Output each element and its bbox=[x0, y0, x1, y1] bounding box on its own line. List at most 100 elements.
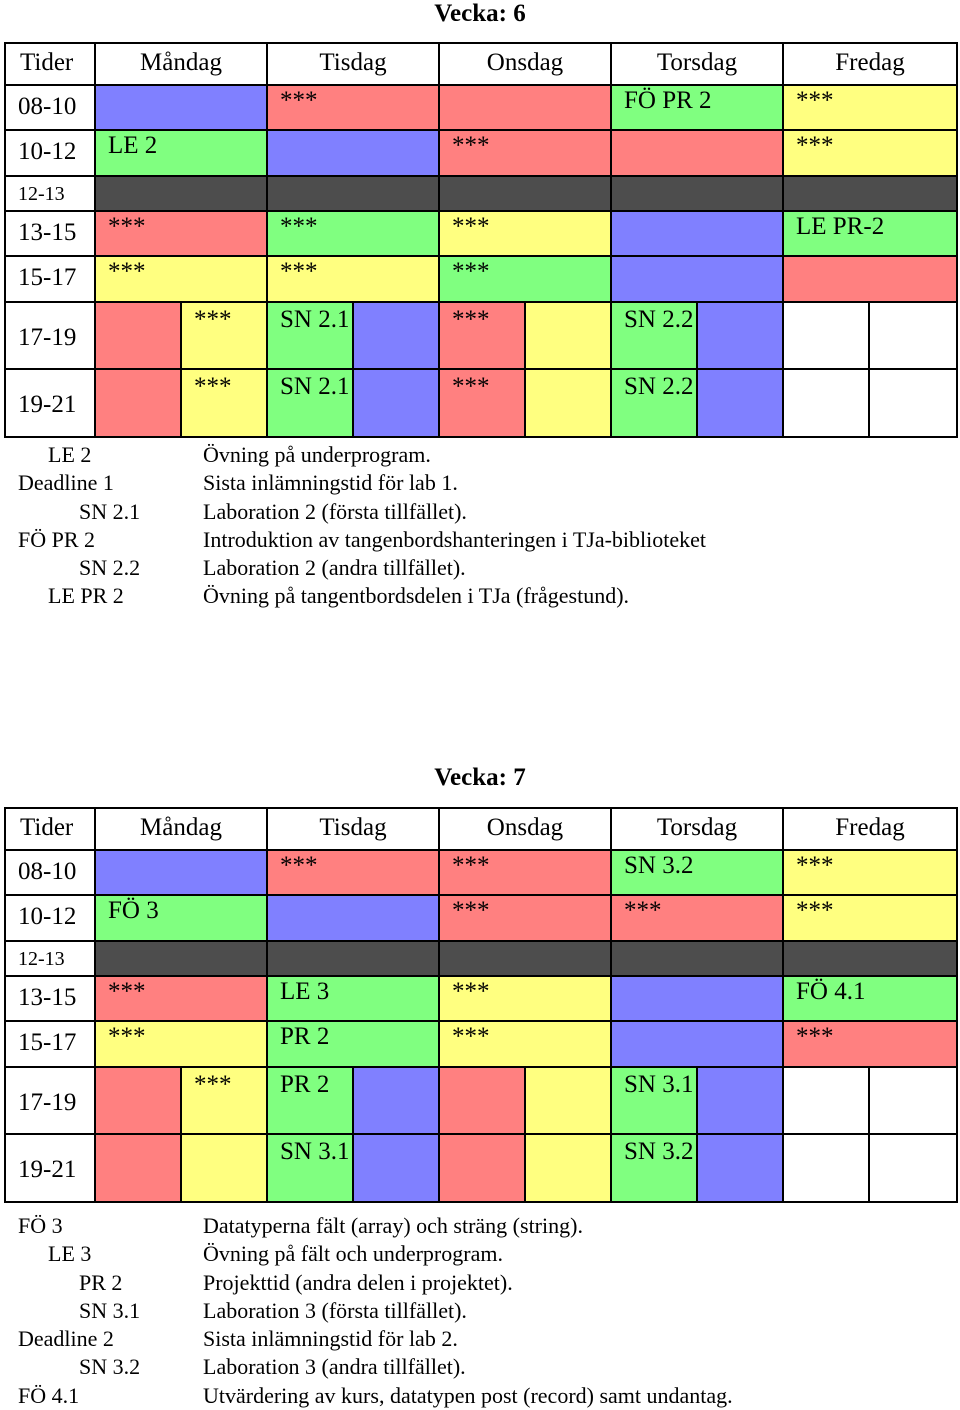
legend-description: Övning på fält och underprogram. bbox=[203, 1241, 503, 1267]
slot-wed-15-17: *** bbox=[438, 255, 612, 303]
header-torsdag: Torsdag bbox=[610, 807, 784, 851]
time-19-21: 19-21 bbox=[4, 1133, 96, 1203]
time-08-10: 08-10 bbox=[4, 84, 96, 131]
slot-tue-15-17: PR 2 bbox=[266, 1020, 440, 1068]
legend-code: FÖ 3 bbox=[18, 1213, 63, 1238]
legend-item: LE 3 Övning på fält och underprogram. bbox=[0, 1240, 960, 1268]
slot-mon-15-17: *** bbox=[94, 255, 268, 303]
slot-fri-13-15: LE PR-2 bbox=[782, 210, 958, 257]
slot-wed-13-15: *** bbox=[438, 975, 612, 1022]
lunch-break-fri bbox=[782, 175, 958, 212]
slot-wed-b-19-21 bbox=[524, 368, 612, 438]
legend-description: Övning på tangentbordsdelen i TJa (fråge… bbox=[203, 583, 630, 609]
slot-thu-a-19-21: SN 3.2 bbox=[610, 1133, 698, 1203]
slot-fri-10-12: *** bbox=[782, 129, 958, 177]
slot-fri-13-15: FÖ 4.1 bbox=[782, 975, 958, 1022]
header-mandag: Måndag bbox=[94, 807, 268, 851]
slot-wed-10-12: *** bbox=[438, 894, 612, 942]
slot-mon-10-12: LE 2 bbox=[94, 129, 268, 177]
slot-fri-08-10: *** bbox=[782, 84, 958, 131]
legend-description: Sista inlämningstid för lab 1. bbox=[203, 470, 458, 496]
lunch-break-tue bbox=[266, 175, 440, 212]
legend-item: Deadline 1 Sista inlämningstid för lab 1. bbox=[0, 469, 960, 497]
slot-tue-08-10: *** bbox=[266, 84, 440, 131]
slot-mon-b-17-19: *** bbox=[180, 301, 268, 370]
header-tisdag: Tisdag bbox=[266, 42, 440, 86]
legend-description: Introduktion av tangenbordshanteringen i… bbox=[203, 526, 707, 552]
slot-mon-08-10 bbox=[94, 849, 268, 896]
header-fredag: Fredag bbox=[782, 807, 958, 851]
legend-description: Utvärdering av kurs, datatypen post (rec… bbox=[203, 1382, 733, 1408]
legend-item: FÖ 4.1 Utvärdering av kurs, datatypen pos… bbox=[0, 1382, 960, 1410]
slot-thu-a-17-19: SN 2.2 bbox=[610, 301, 698, 370]
legend-code: Deadline 2 bbox=[18, 1326, 114, 1352]
slot-thu-15-17 bbox=[610, 1020, 784, 1068]
week-7-title: Vecka: 7 bbox=[434, 764, 526, 791]
time-10-12: 10-12 bbox=[4, 894, 96, 942]
slot-fri-a-17-19 bbox=[782, 1066, 870, 1135]
time-17-19: 17-19 bbox=[4, 1066, 96, 1135]
slot-mon-10-12: FÖ 3 bbox=[94, 894, 268, 942]
slot-thu-b-19-21 bbox=[696, 368, 784, 438]
slot-wed-08-10 bbox=[438, 84, 612, 131]
slot-mon-b-19-21: *** bbox=[180, 368, 268, 438]
time-15-17: 15-17 bbox=[4, 255, 96, 303]
slot-wed-a-17-19 bbox=[438, 1066, 526, 1135]
legend-item: LE 2 Övning på underprogram. bbox=[0, 441, 960, 469]
slot-mon-a-17-19 bbox=[94, 1066, 182, 1135]
slot-fri-b-19-21 bbox=[868, 1133, 958, 1203]
legend-item: FÖ PR 2 Introduktion av tangenbordshanter… bbox=[0, 526, 960, 554]
slot-thu-a-17-19: SN 3.1 bbox=[610, 1066, 698, 1135]
slot-mon-08-10 bbox=[94, 84, 268, 131]
slot-mon-a-17-19 bbox=[94, 301, 182, 370]
legend-description: Laboration 2 (första tillfället). bbox=[203, 498, 467, 524]
legend-code: FÖ 4.1 bbox=[18, 1382, 80, 1408]
time-19-21: 19-21 bbox=[4, 368, 96, 438]
lunch-break-wed bbox=[438, 940, 612, 977]
slot-thu-b-17-19 bbox=[696, 301, 784, 370]
slot-mon-a-19-21 bbox=[94, 368, 182, 438]
header-onsdag: Onsdag bbox=[438, 807, 612, 851]
legend-description: Projekttid (andra delen i projektet). bbox=[203, 1269, 513, 1295]
slot-tue-a-19-21: SN 3.1 bbox=[266, 1133, 354, 1203]
slot-tue-08-10: *** bbox=[266, 849, 440, 896]
slot-thu-08-10: SN 3.2 bbox=[610, 849, 784, 896]
slot-mon-b-17-19: *** bbox=[180, 1066, 268, 1135]
legend-code: SN 2.2 bbox=[79, 555, 141, 581]
slot-thu-08-10: FÖ PR 2 bbox=[610, 84, 784, 131]
week-6-schedule-table: Tider Måndag Tisdag Onsdag Torsdag Freda… bbox=[4, 42, 958, 438]
header-fredag: Fredag bbox=[782, 42, 958, 86]
slot-fri-a-19-21 bbox=[782, 1133, 870, 1203]
legend-description: Laboration 2 (andra tillfället). bbox=[203, 555, 466, 581]
slot-mon-a-19-21 bbox=[94, 1133, 182, 1203]
slot-tue-b-17-19 bbox=[352, 301, 440, 370]
legend-item: PR 2 Projekttid (andra delen i projektet)… bbox=[0, 1269, 960, 1297]
legend-code: LE PR 2 bbox=[48, 583, 124, 609]
slot-wed-13-15: *** bbox=[438, 210, 612, 257]
lunch-break-thu bbox=[610, 940, 784, 977]
legend-item: Deadline 2 Sista inlämningstid för lab 2. bbox=[0, 1325, 960, 1353]
slot-mon-b-19-21 bbox=[180, 1133, 268, 1203]
header-torsdag: Torsdag bbox=[610, 42, 784, 86]
slot-mon-15-17: *** bbox=[94, 1020, 268, 1068]
slot-fri-a-19-21 bbox=[782, 368, 870, 438]
slot-fri-15-17 bbox=[782, 255, 958, 303]
legend-description: Laboration 3 (andra tillfället). bbox=[203, 1354, 466, 1380]
slot-wed-b-19-21 bbox=[524, 1133, 612, 1203]
legend-item: LE PR 2 Övning på tangentbordsdelen i TJa… bbox=[0, 582, 960, 610]
lunch-break-fri bbox=[782, 940, 958, 977]
header-mandag: Måndag bbox=[94, 42, 268, 86]
legend-item: SN 3.1 Laboration 3 (första tillfället). bbox=[0, 1297, 960, 1325]
slot-wed-a-19-21 bbox=[438, 1133, 526, 1203]
slot-fri-b-17-19 bbox=[868, 301, 958, 370]
slot-tue-a-19-21: SN 2.1 bbox=[266, 368, 354, 438]
time-17-19: 17-19 bbox=[4, 301, 96, 370]
slot-thu-b-17-19 bbox=[696, 1066, 784, 1135]
slot-thu-13-15 bbox=[610, 975, 784, 1022]
slot-wed-b-17-19 bbox=[524, 301, 612, 370]
time-13-15: 13-15 bbox=[4, 975, 96, 1022]
lunch-break-mon bbox=[94, 175, 268, 212]
slot-wed-08-10: *** bbox=[438, 849, 612, 896]
slot-thu-a-19-21: SN 2.2 bbox=[610, 368, 698, 438]
legend-item: SN 2.2 Laboration 2 (andra tillfället). bbox=[0, 554, 960, 582]
